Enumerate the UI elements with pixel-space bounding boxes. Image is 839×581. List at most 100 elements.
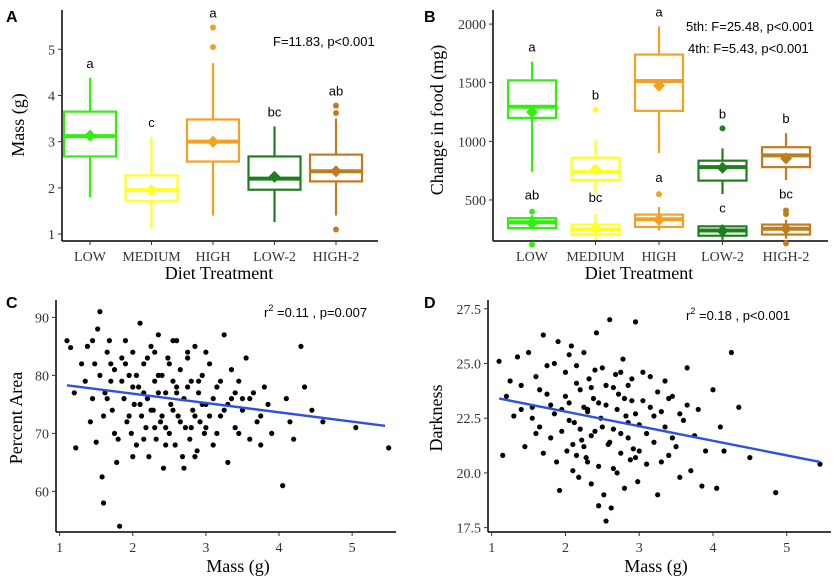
panel-d-data-point xyxy=(608,505,614,511)
panel-d-data-point xyxy=(673,444,679,450)
panel-d-data-point xyxy=(540,450,546,456)
panel-d-data-point xyxy=(556,487,563,494)
panel-c-data-point xyxy=(174,384,180,390)
panel-c-data-point xyxy=(148,343,154,349)
panel-d-data-point xyxy=(562,369,569,375)
r-symbol: r xyxy=(264,305,269,320)
panel-c-data-point xyxy=(71,390,77,396)
panel-c-y-tick-label: 90 xyxy=(35,311,49,326)
panel-c-data-point xyxy=(163,425,169,431)
panel-d-data-point xyxy=(629,376,635,382)
panel-d-data-point xyxy=(570,441,576,448)
panel-c-data-point xyxy=(225,459,231,465)
panel-b-4th-high-mean-marker xyxy=(653,213,665,226)
panel-c-data-point xyxy=(104,349,110,355)
panel-b-5th-low-2-mean-marker xyxy=(716,161,729,174)
panel-c-data-point xyxy=(78,361,85,367)
panel-a-low-2-mean-marker xyxy=(268,170,281,183)
r-symbol: r xyxy=(686,308,691,323)
panel-d-data-point xyxy=(533,374,539,380)
panel-d-data-point xyxy=(548,435,554,441)
panel-d-data-point xyxy=(592,367,598,373)
panel-d-data-point xyxy=(643,461,650,467)
panel-d-data-point xyxy=(618,450,624,456)
panel-a-low-box-group: a xyxy=(62,56,118,198)
panel-c-data-point xyxy=(106,338,112,344)
panel-c-data-point xyxy=(179,454,186,460)
panel-letter-b: B xyxy=(424,9,436,26)
panel-d-data-point xyxy=(669,435,676,441)
panel-d-data-point xyxy=(599,365,605,371)
panel-d-data-point xyxy=(593,330,600,336)
panel-d-data-point xyxy=(684,402,690,408)
panel-c-data-point xyxy=(84,343,91,349)
panel-c-data-point xyxy=(210,442,216,448)
panel-c-ylabel: Percent Area xyxy=(6,372,26,464)
panel-b-5th-high-significance-letter: a xyxy=(655,4,663,19)
panel-a-x-tick-label: LOW xyxy=(74,250,107,265)
panel-d-data-point xyxy=(647,374,653,380)
panel-a-medium-mean-marker xyxy=(145,184,158,197)
panel-c-data-point xyxy=(195,378,202,384)
panel-a-ylabel: Mass (g) xyxy=(8,93,29,157)
panel-c-data-point xyxy=(168,401,174,407)
panel-d-data-point xyxy=(533,430,539,437)
panel-b-4th-high-outlier-point xyxy=(656,191,662,198)
panel-d-data-point xyxy=(581,349,587,356)
panel-a-low-2-significance-letter: bc xyxy=(268,104,282,119)
panel-c-data-point xyxy=(250,390,257,396)
panel-d-y-tick-label: 27.5 xyxy=(457,303,482,318)
panel-d: D Darkness Mass (g) r2 =0.18 , p<0.001 1… xyxy=(424,295,831,577)
panel-b-4th-low-2-box-group: c xyxy=(697,201,748,240)
panel-c-xlabel: Mass (g) xyxy=(206,556,270,577)
panel-c-data-point xyxy=(99,474,105,480)
panel-d-data-point xyxy=(728,349,735,356)
panel-c-x-tick-label: 5 xyxy=(349,541,356,556)
panel-d-data-point xyxy=(615,391,622,397)
panel-c-data-point xyxy=(130,384,136,390)
panel-c-data-point xyxy=(159,413,165,419)
panel-c-regression-line xyxy=(66,384,386,428)
panel-c-data-point xyxy=(153,436,159,442)
panel-d-data-point xyxy=(599,424,605,430)
panel-c-data-point xyxy=(386,445,392,451)
panel-c-data-point xyxy=(155,390,161,396)
panel-d-data-point xyxy=(581,444,587,450)
panel-b-5th-low-box-group: a xyxy=(506,40,558,172)
panel-d-data-point xyxy=(717,424,723,430)
panel-c-plot: 60 70 80 90 1 2 3 4 5 xyxy=(35,300,396,556)
panel-d-data-point xyxy=(662,424,668,430)
panel-c-data-point xyxy=(217,413,224,419)
panel-c-data-point xyxy=(298,343,304,349)
panel-c-data-point xyxy=(254,419,260,425)
panel-d-data-point xyxy=(684,365,690,371)
panel-c-data-point xyxy=(192,343,198,349)
panel-d-data-point xyxy=(699,483,705,489)
panel-c-data-point xyxy=(121,396,127,402)
panel-d-data-point xyxy=(544,363,550,369)
panel-b-4th-medium-mean-marker xyxy=(589,222,602,235)
panel-c-data-point xyxy=(117,523,123,529)
panel-d-data-point xyxy=(688,468,694,474)
panel-d-data-point xyxy=(635,479,641,485)
panel-d-x-tick-label: 2 xyxy=(562,541,569,556)
panel-d-data-point xyxy=(590,395,597,402)
panel-d-data-point xyxy=(588,384,594,391)
panel-d-stats-annotation: r2 =0.18 , p<0.001 xyxy=(686,306,790,323)
panel-d-data-point xyxy=(610,384,616,391)
panel-c-data-point xyxy=(152,425,158,431)
panel-a-high-box-group: a xyxy=(185,6,241,216)
panel-c-data-point xyxy=(165,355,171,361)
panel-d-data-point xyxy=(551,411,557,417)
panel-b-4th-high-2-mean-marker xyxy=(780,222,792,235)
panel-d-data-point xyxy=(625,382,631,388)
panel-d-data-point xyxy=(596,400,602,406)
panel-c-y-tick-label: 60 xyxy=(35,485,49,500)
panel-d-data-point xyxy=(655,389,661,395)
panel-c-data-point xyxy=(93,439,99,445)
panel-c-data-point xyxy=(97,309,103,315)
panel-d-data-point xyxy=(603,518,609,524)
panel-b-5th-high-2-mean-marker xyxy=(780,152,792,165)
panel-d-y-tick-label: 25.0 xyxy=(457,357,482,372)
